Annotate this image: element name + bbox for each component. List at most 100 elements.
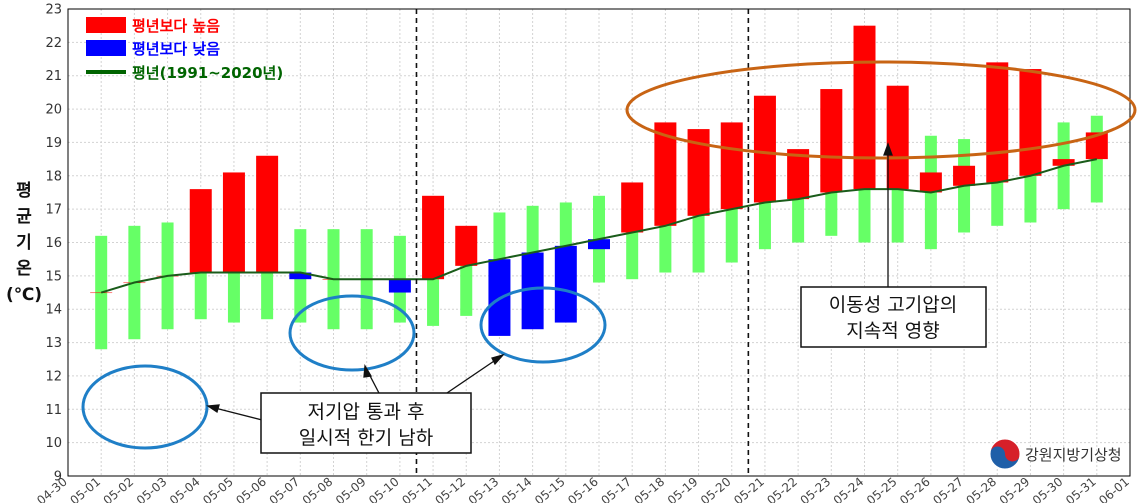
observed-bar-05-06 xyxy=(256,155,279,273)
logo-text: 강원지방기상청 xyxy=(1025,446,1122,464)
observed-bar-05-23 xyxy=(820,89,843,193)
observed-bar-05-04 xyxy=(189,189,212,273)
normal-line-path xyxy=(100,158,1098,294)
observed-bar-05-16 xyxy=(588,239,610,250)
x-tick-label: 05-22 xyxy=(764,475,800,503)
observed-bar-05-29 xyxy=(1019,69,1042,176)
observed-bar-05-10 xyxy=(388,279,411,293)
y-tick-label: 22 xyxy=(45,36,62,51)
y-tick-label: 17 xyxy=(45,203,62,218)
observed-bar-05-30 xyxy=(1052,159,1075,166)
annotation-high-line2: 지속적 영향 xyxy=(846,320,939,342)
observed-bar-05-18 xyxy=(654,122,677,226)
x-tick-label: 05-08 xyxy=(300,475,336,503)
x-tick-label: 05-11 xyxy=(399,475,435,503)
y-tick-label: 14 xyxy=(45,303,62,318)
y-tick-label: 23 xyxy=(45,3,62,18)
annotation-low-line1: 저기압 통과 후 xyxy=(308,401,425,423)
ylabel-char-0: 평 xyxy=(16,181,32,201)
x-tick-label: 05-10 xyxy=(366,475,402,503)
observed-bar-05-27 xyxy=(953,165,976,186)
x-tick-label: 05-31 xyxy=(1063,475,1099,503)
x-tick-label: 05-28 xyxy=(963,475,999,503)
annotation-arrows xyxy=(206,142,893,423)
observed-bar-05-22 xyxy=(787,149,810,200)
x-tick-label: 05-03 xyxy=(134,475,170,503)
observed-bar-05-15 xyxy=(554,245,577,323)
normal-line xyxy=(100,158,1098,294)
ylabel-char-2: 기 xyxy=(16,233,32,253)
kma-taegeuk-logo-icon xyxy=(989,438,1021,470)
ylabel-char-3: 온 xyxy=(16,259,32,279)
x-tick-label: 05-04 xyxy=(167,475,203,503)
x-tick-label: 05-25 xyxy=(864,475,900,503)
annotation-low-line2: 일시적 한기 남하 xyxy=(299,427,433,449)
y-tick-label: 19 xyxy=(45,136,62,151)
x-tick-label: 05-20 xyxy=(698,475,734,503)
legend-label-above: 평년보다 높음 xyxy=(132,17,220,35)
x-tick-label: 06-01 xyxy=(1096,475,1132,503)
observed-bar-05-31 xyxy=(1085,132,1108,160)
ylabel-char-1: 균 xyxy=(16,207,32,227)
legend: 평년보다 높음 평년보다 낮음 평년(1991~2020년) xyxy=(86,17,283,82)
x-tick-label: 05-12 xyxy=(432,475,468,503)
legend-swatch-below xyxy=(86,40,126,56)
y-tick-label: 9 xyxy=(54,470,62,485)
y-tick-label: 11 xyxy=(45,403,62,418)
ellipse-low-1 xyxy=(81,364,209,450)
observed-bar-05-11 xyxy=(422,195,445,280)
y-tick-label: 13 xyxy=(45,336,62,351)
observed-bar-05-17 xyxy=(621,182,644,233)
x-tick-label: 05-19 xyxy=(665,475,701,503)
y-axis-label: 평 균 기 온 (℃) xyxy=(6,181,42,305)
observed-bar-05-14 xyxy=(521,252,544,330)
x-tick-label: 05-13 xyxy=(466,475,502,503)
legend-label-below: 평년보다 낮음 xyxy=(132,40,220,58)
annotation-ellipses xyxy=(81,60,1137,450)
observed-bar-05-01 xyxy=(90,292,113,294)
observed-bar-05-24 xyxy=(853,25,876,190)
x-tick-label: 05-14 xyxy=(499,475,535,503)
y-tick-label: 16 xyxy=(45,236,62,251)
ellipse-low-2 xyxy=(288,294,416,372)
observed-bar-05-19 xyxy=(687,129,710,216)
observed-bar-05-25 xyxy=(886,85,909,190)
x-tick-label: 05-16 xyxy=(565,475,601,503)
x-tick-label: 05-07 xyxy=(267,475,303,503)
observed-bar-05-07 xyxy=(289,272,312,280)
y-tick-label: 10 xyxy=(45,436,62,451)
observed-bar-05-20 xyxy=(720,122,743,210)
y-tick-label: 21 xyxy=(45,69,62,84)
x-tick-label: 05-24 xyxy=(831,475,867,503)
x-tick-label: 05-18 xyxy=(632,475,668,503)
annotation-high-pressure: 이동성 고기압의 지속적 영향 xyxy=(800,286,987,348)
x-tick-label: 05-06 xyxy=(233,475,269,503)
x-tick-label: 05-27 xyxy=(930,475,966,503)
y-tick-label: 20 xyxy=(45,103,62,118)
observed-bar-05-05 xyxy=(222,172,245,273)
x-axis-ticks: 04-3005-0105-0205-0305-0405-0505-0605-07… xyxy=(34,475,1132,503)
x-tick-label: 05-17 xyxy=(598,475,634,503)
x-tick-label: 05-23 xyxy=(798,475,834,503)
x-tick-label: 05-02 xyxy=(101,475,137,503)
y-tick-label: 12 xyxy=(45,369,62,384)
x-tick-label: 04-30 xyxy=(34,475,70,503)
y-tick-label: 18 xyxy=(45,169,62,184)
observed-bar-05-28 xyxy=(986,62,1009,183)
ellipse-low-3 xyxy=(479,286,607,364)
x-tick-label: 05-15 xyxy=(532,475,568,503)
annotation-high-line1: 이동성 고기압의 xyxy=(829,294,957,316)
x-tick-label: 05-01 xyxy=(67,475,103,503)
kma-logo: 강원지방기상청 xyxy=(989,438,1122,470)
y-tick-label: 15 xyxy=(45,269,62,284)
observed-bar-05-26 xyxy=(919,172,942,193)
observed-bar-05-12 xyxy=(455,225,478,266)
y-axis-ticks: 9 10 11 12 13 14 15 16 17 18 19 20 21 22 23 xyxy=(45,3,62,485)
legend-swatch-above xyxy=(86,17,126,33)
annotation-low-pressure: 저기압 통과 후 일시적 한기 남하 xyxy=(260,392,472,454)
observed-bar-05-21 xyxy=(753,95,776,203)
ellipse-high xyxy=(625,60,1137,160)
plot-frame xyxy=(67,8,1131,477)
legend-label-normal: 평년(1991~2020년) xyxy=(132,64,283,82)
